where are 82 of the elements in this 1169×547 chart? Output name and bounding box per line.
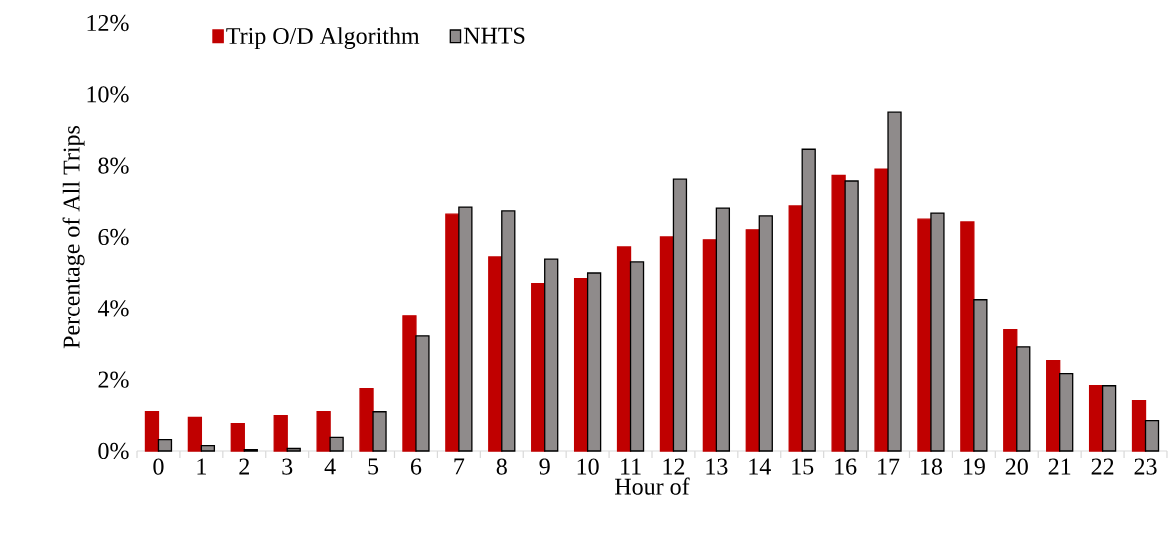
bar [144,411,160,452]
x-tick-label: 9 [539,458,550,475]
x-axis-title: Hour of [615,477,690,495]
y-tick-label: 4% [97,300,129,317]
bar [200,445,216,452]
y-tick-label: 6% [98,228,129,246]
bar [887,111,902,452]
bar [286,447,301,452]
bar [372,411,387,452]
bar [831,174,846,452]
x-tick-label: 20 [1005,458,1028,475]
x-tick-label: 23 [1134,458,1157,475]
bar [1046,360,1061,452]
legend-label: Trip O/D Algorithm [226,27,420,50]
bar [1101,385,1117,452]
bar [501,210,516,452]
bar [629,261,645,452]
bar [329,436,344,452]
y-tick-label: 0% [98,442,129,460]
bar [844,180,859,452]
bar [1144,420,1160,452]
y-axis-title: Percentage of All Trips [62,125,85,349]
y-tick-label: 12% [87,14,129,32]
x-tick-label: 12 [663,458,685,475]
bar [157,438,173,452]
x-tick-label: 11 [621,458,641,475]
bar [445,213,460,452]
x-tick-label: 13 [706,458,728,475]
bar [531,283,546,452]
bar [573,278,589,452]
y-tick-label: 2% [98,371,129,388]
bar [458,206,473,452]
bar [488,256,503,452]
x-tick-label: 18 [921,458,943,475]
bar [402,315,417,452]
bar [586,272,602,452]
x-tick-label: 21 [1048,458,1071,475]
x-tick-label: 5 [368,458,379,475]
x-tick-label: 19 [963,458,985,475]
bar [801,148,816,452]
bar [415,335,430,452]
bar [702,239,718,452]
bar [715,207,731,452]
x-tick-label: 17 [878,458,900,475]
bar [874,168,889,452]
bar [758,215,773,452]
bar [788,205,803,452]
bar [1016,346,1031,452]
bar [1131,400,1147,452]
bar [960,221,975,452]
y-tick-label: 10% [87,86,129,103]
bar [672,178,688,452]
bar [1003,329,1018,452]
bar [659,236,675,452]
bar [230,422,245,452]
x-tick-label: 1 [197,458,206,475]
x-tick-label: 0 [153,458,164,475]
legend-label: NHTS [463,27,525,44]
bar [616,246,632,452]
x-tick-label: 6 [410,458,422,475]
bar [917,218,932,452]
bar [359,387,374,452]
bar [187,416,203,452]
x-tick-label: 10 [577,458,599,475]
x-tick-label: 22 [1091,458,1114,475]
x-tick-label: 3 [282,458,293,475]
y-tick-label: 8% [98,157,129,174]
bar [1059,372,1074,452]
bar [1088,385,1104,452]
bar [544,258,559,452]
x-tick-label: 14 [749,458,771,475]
bar [745,229,760,452]
bar [316,411,331,452]
x-tick-label: 2 [239,458,249,475]
x-tick-label: 7 [454,458,465,475]
x-tick-label: 16 [835,458,857,475]
x-tick-label: 4 [324,458,336,475]
x-tick-label: 8 [496,458,507,475]
x-tick-label: 15 [792,458,814,475]
bar [973,299,988,452]
bar [930,212,945,452]
bar [273,415,288,452]
